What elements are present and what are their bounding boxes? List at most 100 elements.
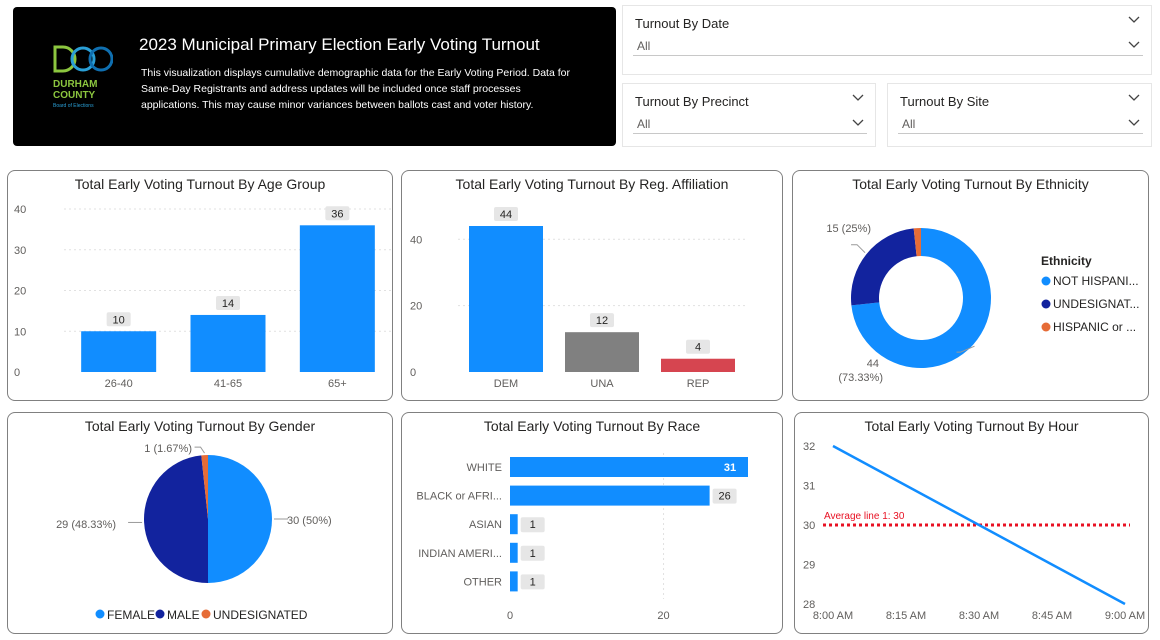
chevron-down-icon[interactable] <box>851 93 865 103</box>
x-tick-label: 8:30 AM <box>959 610 999 622</box>
age-chart-title: Total Early Voting Turnout By Age Group <box>74 176 326 192</box>
bar-DEM <box>469 226 543 372</box>
data-label: 4 <box>695 342 701 354</box>
hour-chart[interactable]: Total Early Voting Turnout By Hour 28 29 3… <box>794 412 1149 634</box>
y-tick-label: ASIAN <box>469 519 502 531</box>
chevron-down-icon[interactable] <box>1127 15 1141 25</box>
data-label: 44 <box>500 209 512 221</box>
y-tick-label: OTHER <box>464 576 503 588</box>
chevron-down-icon[interactable] <box>851 118 865 128</box>
slice-HISPANIC or ... <box>913 228 921 257</box>
data-label: 1 <box>530 519 536 531</box>
hour-chart-plot: 28 29 30 31 32 8:00 AM 8:15 AM 8:30 AM 8:45 AM 9:… <box>803 441 1145 622</box>
slice-label: 15 (25%) <box>826 223 871 235</box>
slice-MALE <box>144 455 208 583</box>
site-filter-select[interactable]: All <box>898 112 1143 134</box>
x-tick-label: UNA <box>590 378 614 390</box>
ethnicity-chart-plot: 44 (73.33%) 15 (25%) Ethnicity NOT HISPANI..… <box>826 223 1139 384</box>
bar-INDIAN AMERI... <box>510 542 518 563</box>
bar-OTHER <box>510 571 518 592</box>
data-label: 1 <box>530 548 536 560</box>
site-filter[interactable]: Turnout By Site All <box>887 83 1152 147</box>
legend-marker <box>1041 322 1051 332</box>
logo-line1: DURHAM <box>53 79 97 90</box>
date-filter-select[interactable]: All <box>633 34 1143 56</box>
legend-marker <box>155 609 165 619</box>
legend-marker <box>201 609 211 619</box>
legend-item: UNDESIGNATED <box>213 608 308 622</box>
data-label: 14 <box>222 298 234 310</box>
y-tick-label: 31 <box>803 481 815 493</box>
race-chart[interactable]: Total Early Voting Turnout By Race 0 20 WH… <box>401 412 783 634</box>
x-tick-label: 9:00 AM <box>1105 610 1145 622</box>
slice-label: 1 (1.67%) <box>144 443 192 455</box>
y-tick-label: 10 <box>14 326 26 338</box>
y-tick-label: 30 <box>14 245 26 257</box>
y-tick-label: 0 <box>410 367 416 379</box>
legend-item: FEMALE <box>107 608 155 622</box>
x-tick-label: 8:00 AM <box>813 610 853 622</box>
x-tick-label: 65+ <box>328 378 347 390</box>
age-group-chart[interactable]: Total Early Voting Turnout By Age Group … <box>7 170 393 401</box>
y-tick-label: 29 <box>803 560 815 572</box>
average-line-label: Average line 1: 30 <box>824 511 905 522</box>
bar-UNA <box>565 332 639 372</box>
precinct-filter-label: Turnout By Precinct <box>635 94 749 109</box>
chevron-down-icon[interactable] <box>1127 93 1141 103</box>
leader-line <box>956 345 975 353</box>
date-filter[interactable]: Turnout By Date All <box>622 5 1152 75</box>
chevron-down-icon[interactable] <box>1127 118 1141 128</box>
data-label: 31 <box>724 462 736 474</box>
slice-label: (73.33%) <box>838 372 883 384</box>
data-label-bg <box>520 545 545 561</box>
bar-65+ <box>299 225 375 372</box>
date-filter-value: All <box>637 39 651 53</box>
y-tick-label: 20 <box>410 301 422 313</box>
slice-UNDESIGNAT... <box>851 228 917 306</box>
x-tick-label: 0 <box>507 610 513 622</box>
legend-item: MALE <box>167 608 200 622</box>
logo-line2: COUNTY <box>53 90 96 101</box>
leader-line <box>194 446 205 454</box>
leader-line <box>851 244 866 254</box>
legend-marker <box>1041 299 1051 309</box>
logo-line3: Board of Elections <box>53 103 94 109</box>
y-tick-label: 40 <box>14 204 26 216</box>
legend-marker <box>95 609 105 619</box>
precinct-filter[interactable]: Turnout By Precinct All <box>622 83 876 147</box>
x-tick-label: 8:45 AM <box>1032 610 1072 622</box>
y-tick-label: 20 <box>14 286 26 298</box>
gender-chart[interactable]: Total Early Voting Turnout By Gender 30 … <box>7 412 393 634</box>
legend-marker <box>1041 276 1051 286</box>
data-label-bg <box>325 206 350 221</box>
data-label: 12 <box>596 315 608 327</box>
data-label-bg <box>494 207 518 221</box>
data-label-bg <box>520 574 545 590</box>
affiliation-chart-plot: 0 20 40 44 DEM 12 UNA 4 REP <box>410 207 746 390</box>
age-chart-plot: 0 10 20 30 40 10 26-40 14 41-65 36 65+ <box>14 204 392 390</box>
bar-41-65 <box>190 314 266 372</box>
series-line <box>832 444 1126 606</box>
hour-chart-title: Total Early Voting Turnout By Hour <box>864 418 1079 434</box>
page-title: 2023 Municipal Primary Election Early Vo… <box>139 35 540 54</box>
race-chart-plot: 0 20 WHITE 31 BLACK or AFRI... 26 ASIAN 1 INDIAN… <box>416 453 748 622</box>
x-tick-label: 8:15 AM <box>886 610 926 622</box>
y-tick-label: 28 <box>803 599 815 611</box>
precinct-filter-select[interactable]: All <box>633 112 867 134</box>
x-tick-label: 41-65 <box>214 378 242 390</box>
affiliation-chart[interactable]: Total Early Voting Turnout By Reg. Affil… <box>401 170 783 401</box>
page-description: This visualization displays cumulative d… <box>141 67 570 111</box>
x-tick-label: REP <box>687 378 710 390</box>
x-tick-label: DEM <box>494 378 518 390</box>
data-label: 1 <box>530 576 536 588</box>
data-label-bg <box>106 312 131 327</box>
chevron-down-icon[interactable] <box>1127 40 1141 50</box>
bar-BLACK or AFRI... <box>510 485 710 506</box>
legend-item: UNDESIGNAT... <box>1053 297 1139 311</box>
x-tick-label: 26-40 <box>105 378 133 390</box>
slice-label: 30 (50%) <box>287 515 332 527</box>
data-label-bg <box>216 295 240 310</box>
ethnicity-chart[interactable]: Total Early Voting Turnout By Ethnicity … <box>792 170 1149 401</box>
ethnicity-chart-title: Total Early Voting Turnout By Ethnicity <box>852 176 1089 192</box>
legend-title: Ethnicity <box>1041 254 1092 268</box>
